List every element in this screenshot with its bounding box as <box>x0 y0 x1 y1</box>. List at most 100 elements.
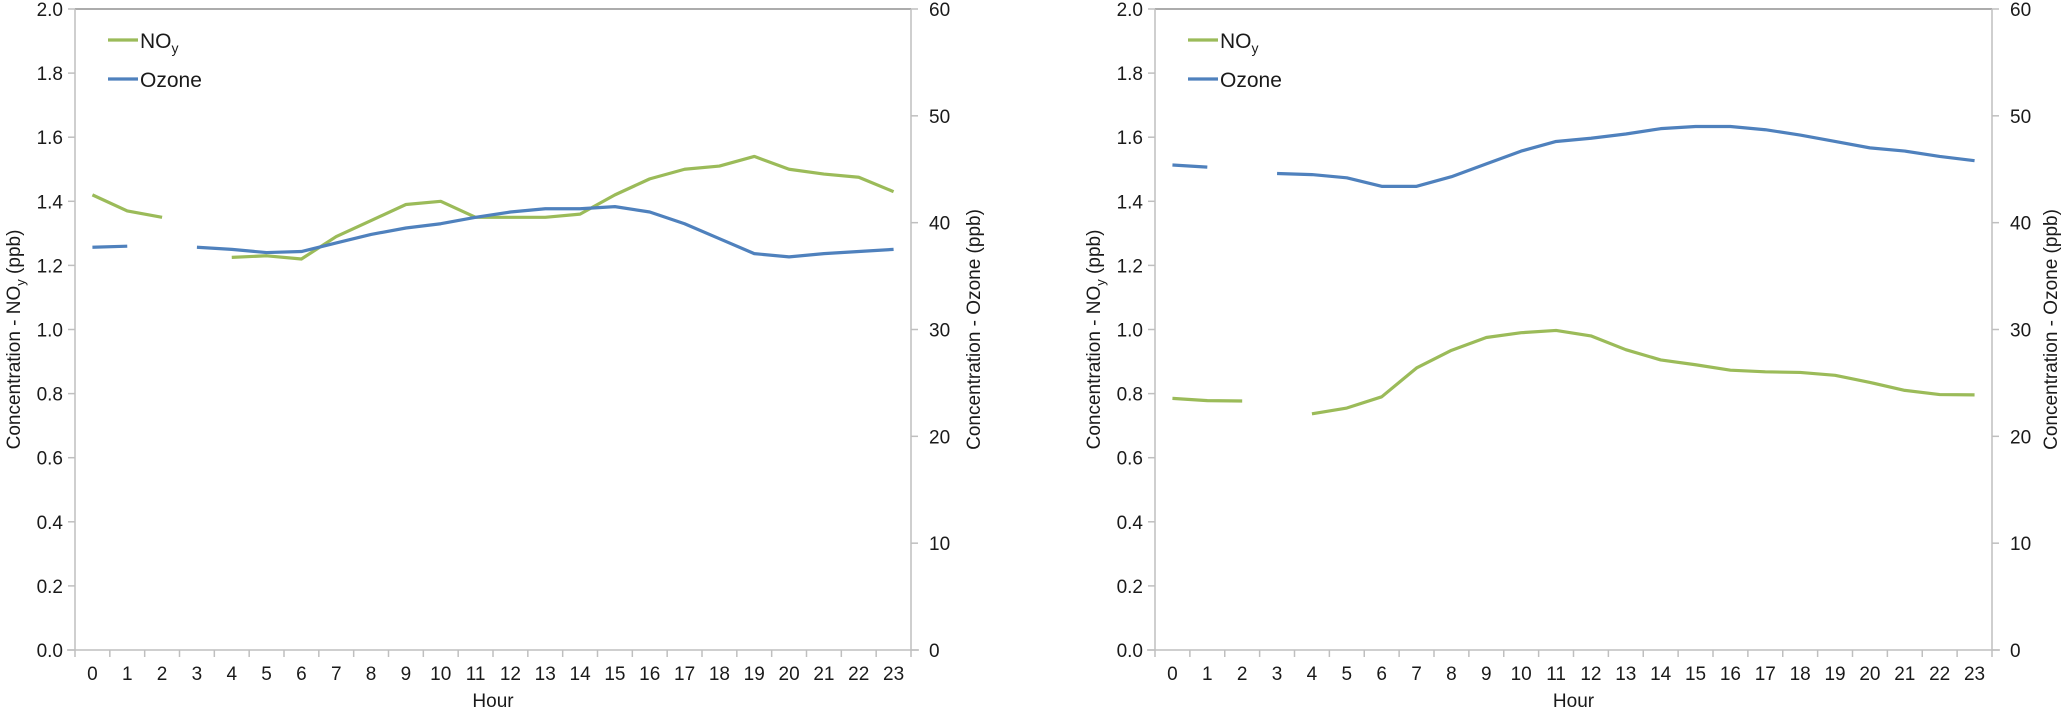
chart-1: 0.00.20.40.60.81.01.21.41.61.82.00102030… <box>4 0 985 710</box>
y2-tick-label: 30 <box>929 321 950 342</box>
legend-item-noy: NOy <box>108 30 179 56</box>
x-tick-label: 22 <box>1929 664 1950 685</box>
legend-label: Ozone <box>140 69 202 92</box>
x-tick-label: 0 <box>1167 664 1178 685</box>
x-tick-label: 9 <box>1481 664 1492 685</box>
y2-tick-label: 0 <box>929 641 940 662</box>
x-tick-label: 23 <box>883 664 904 685</box>
x-tick-label: 4 <box>1307 664 1318 685</box>
y-tick-label: 1.4 <box>37 192 64 213</box>
x-tick-label: 1 <box>1202 664 1213 685</box>
x-tick-label: 12 <box>500 664 521 685</box>
y-axis-title: Concentration - NOy (ppb) <box>1084 230 1108 450</box>
y-tick-label: 1.8 <box>1117 64 1143 85</box>
y-tick-label: 1.6 <box>37 128 63 149</box>
series-line-noy <box>91 193 163 219</box>
x-tick-label: 1 <box>122 664 133 685</box>
x-tick-label: 21 <box>1894 664 1915 685</box>
x-tick-label: 9 <box>401 664 412 685</box>
y2-tick-label: 10 <box>2010 534 2031 555</box>
x-tick-label: 16 <box>639 664 660 685</box>
y-tick-label: 2.0 <box>1117 0 1143 21</box>
y-tick-label: 1.2 <box>1117 256 1143 277</box>
y2-tick-label: 40 <box>2010 214 2031 235</box>
y-tick-label: 1.0 <box>37 321 63 342</box>
x-axis-title: Hour <box>1553 691 1595 710</box>
x-tick-label: 8 <box>1446 664 1457 685</box>
series-line-ozone <box>196 205 894 259</box>
series-line-ozone <box>1172 163 1208 169</box>
y-tick-label: 2.0 <box>37 0 63 21</box>
x-tick-label: 13 <box>1615 664 1636 685</box>
x-tick-label: 8 <box>366 664 377 685</box>
y-tick-label: 0.2 <box>1117 577 1143 598</box>
x-tick-label: 7 <box>331 664 342 685</box>
y2-tick-label: 20 <box>929 427 950 448</box>
x-tick-label: 10 <box>430 664 451 685</box>
x-tick-label: 22 <box>848 664 869 685</box>
y2-tick-label: 40 <box>929 214 950 235</box>
y2-tick-label: 50 <box>929 107 950 128</box>
x-tick-label: 19 <box>744 664 765 685</box>
x-tick-label: 12 <box>1580 664 1601 685</box>
x-tick-label: 6 <box>296 664 307 685</box>
y-tick-label: 1.6 <box>1117 128 1143 149</box>
legend-item-ozone: Ozone <box>1188 69 1282 92</box>
y-tick-label: 0.4 <box>1117 513 1144 534</box>
x-tick-label: 14 <box>570 664 592 685</box>
y-tick-label: 1.0 <box>1117 321 1143 342</box>
y-tick-label: 0.2 <box>37 577 63 598</box>
x-tick-label: 11 <box>1546 664 1566 685</box>
x-tick-label: 20 <box>779 664 800 685</box>
series-line-ozone <box>92 244 128 249</box>
y2-tick-label: 60 <box>929 0 950 21</box>
y2-axis-title: Concentration - Ozone (ppb) <box>964 209 985 450</box>
x-tick-label: 10 <box>1511 664 1532 685</box>
y-tick-label: 0.6 <box>37 449 63 470</box>
legend-label: NOy <box>1220 30 1259 56</box>
y-tick-label: 0.6 <box>1117 449 1143 470</box>
x-tick-label: 0 <box>87 664 98 685</box>
y2-tick-label: 0 <box>2010 641 2021 662</box>
series-line-noy <box>1172 396 1243 403</box>
y2-axis-title: Concentration - Ozone (ppb) <box>2041 209 2062 450</box>
legend-item-ozone: Ozone <box>108 69 202 92</box>
y-tick-label: 1.2 <box>37 256 63 277</box>
x-tick-label: 16 <box>1720 664 1741 685</box>
x-tick-label: 3 <box>1272 664 1283 685</box>
y-tick-label: 0.4 <box>37 513 64 534</box>
x-tick-label: 11 <box>466 664 486 685</box>
x-tick-label: 15 <box>604 664 625 685</box>
x-tick-label: 18 <box>1790 664 1811 685</box>
x-tick-label: 4 <box>226 664 237 685</box>
y-tick-label: 1.8 <box>37 64 63 85</box>
y2-tick-label: 60 <box>2010 0 2031 21</box>
y2-tick-label: 30 <box>2010 321 2031 342</box>
series-line-ozone <box>1277 124 1975 188</box>
x-axis-title: Hour <box>472 691 514 710</box>
x-tick-label: 6 <box>1376 664 1387 685</box>
legend-item-noy: NOy <box>1188 30 1259 56</box>
x-tick-label: 17 <box>1755 664 1776 685</box>
chart-2: 0.00.20.40.60.81.01.21.41.61.82.00102030… <box>1084 0 2062 710</box>
x-tick-label: 5 <box>1342 664 1353 685</box>
x-tick-label: 2 <box>157 664 168 685</box>
x-tick-label: 3 <box>192 664 203 685</box>
series-line-noy <box>231 154 895 261</box>
x-tick-label: 19 <box>1824 664 1845 685</box>
x-tick-label: 15 <box>1685 664 1706 685</box>
y2-tick-label: 20 <box>2010 427 2031 448</box>
y-tick-label: 0.8 <box>1117 385 1143 406</box>
y-axis-title: Concentration - NOy (ppb) <box>4 230 28 450</box>
series-line-noy <box>1311 328 1975 416</box>
x-tick-label: 7 <box>1411 664 1422 685</box>
y-tick-label: 1.4 <box>1117 192 1144 213</box>
x-tick-label: 21 <box>813 664 834 685</box>
legend-label: NOy <box>140 30 179 56</box>
y2-tick-label: 50 <box>2010 107 2031 128</box>
x-tick-label: 18 <box>709 664 730 685</box>
y2-tick-label: 10 <box>929 534 950 555</box>
x-tick-label: 20 <box>1859 664 1880 685</box>
y-tick-label: 0.0 <box>1117 641 1143 662</box>
